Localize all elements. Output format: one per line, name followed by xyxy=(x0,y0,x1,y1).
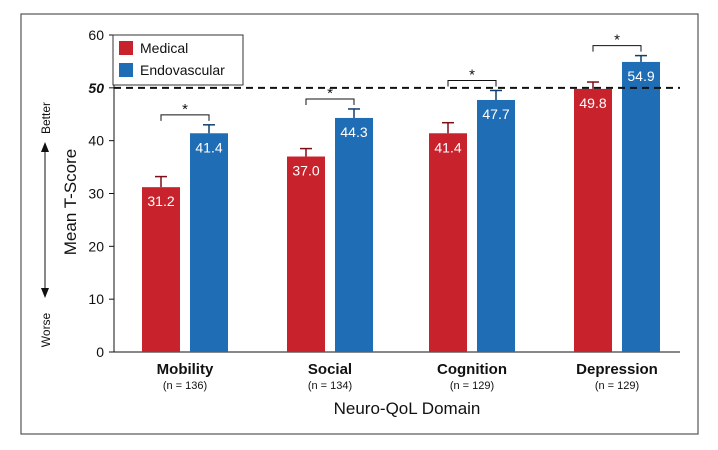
data-label: 37.0 xyxy=(292,163,319,179)
data-label: 41.4 xyxy=(195,139,222,155)
legend-box xyxy=(112,34,244,86)
legend-label-medical: Medical xyxy=(140,40,188,56)
better-direction-label: Better xyxy=(39,102,53,134)
bar-medical-social xyxy=(287,156,325,352)
data-label: 49.8 xyxy=(579,95,606,111)
bar-medical-depression xyxy=(574,88,612,352)
category-n-label: (n = 136) xyxy=(163,380,207,392)
significance-star: * xyxy=(614,32,620,49)
y-tick-label: 60 xyxy=(88,27,104,43)
legend-swatch-medical xyxy=(119,41,133,55)
data-label: 31.2 xyxy=(147,193,174,209)
significance-star: * xyxy=(469,66,475,83)
category-n-label: (n = 129) xyxy=(595,380,639,392)
bar-endovascular-social xyxy=(335,117,373,352)
category-n-label: (n = 129) xyxy=(450,380,494,392)
data-label: 41.4 xyxy=(434,139,461,155)
x-tick-label: Cognition xyxy=(437,361,507,378)
y-tick-label: 30 xyxy=(88,186,104,202)
legend-label-endovascular: Endovascular xyxy=(140,62,225,78)
legend-swatch-endovascular xyxy=(119,63,133,77)
y-tick-label: 10 xyxy=(88,291,104,307)
y-tick-label: 0 xyxy=(96,344,104,360)
significance-bracket xyxy=(447,79,497,87)
significance-bracket xyxy=(160,114,210,121)
y-tick-label: 40 xyxy=(88,133,104,149)
bar-medical-mobility xyxy=(142,187,180,352)
x-tick-label: Depression xyxy=(576,361,658,378)
bar-endovascular-mobility xyxy=(190,133,228,352)
direction-arrow xyxy=(41,142,49,298)
bar-endovascular-depression xyxy=(622,61,660,352)
x-tick-label: Social xyxy=(308,361,352,378)
data-label: 54.9 xyxy=(627,68,654,84)
significance-bracket xyxy=(592,45,642,52)
category-n-label: (n = 134) xyxy=(308,380,352,392)
y-axis-title: Mean T-Score xyxy=(61,149,80,255)
y-tick-label: 20 xyxy=(88,238,104,254)
bar-endovascular-cognition xyxy=(477,99,515,352)
data-label: 47.7 xyxy=(482,106,509,122)
data-label: 44.3 xyxy=(340,124,367,140)
significance-star: * xyxy=(182,101,188,118)
significance-bracket xyxy=(305,98,355,105)
legend: Medical Endovascular xyxy=(112,34,244,86)
worse-direction-label: Worse xyxy=(39,312,53,347)
x-tick-label: Mobility xyxy=(157,361,214,378)
significance-star: * xyxy=(327,85,333,102)
reference-tick-label: 50 xyxy=(88,80,104,96)
bar-medical-cognition xyxy=(429,133,467,352)
x-axis-title: Neuro-QoL Domain xyxy=(334,399,481,418)
chart-frame xyxy=(20,13,699,435)
chart-marks: 31.2 37.0 41.4 49.8 41.4 44.3 47.7 54.9 * * * * Mobi… xyxy=(114,32,680,392)
